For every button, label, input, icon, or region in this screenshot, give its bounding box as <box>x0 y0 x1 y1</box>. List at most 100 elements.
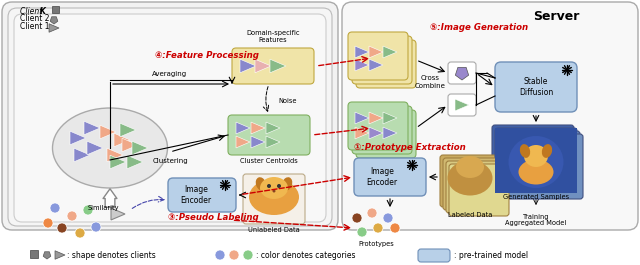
Ellipse shape <box>509 136 563 188</box>
Polygon shape <box>111 208 125 220</box>
Polygon shape <box>455 67 468 80</box>
Polygon shape <box>369 127 383 139</box>
Polygon shape <box>50 17 58 24</box>
Polygon shape <box>107 148 123 162</box>
FancyBboxPatch shape <box>342 2 638 230</box>
Text: Image
Encoder: Image Encoder <box>180 185 212 205</box>
FancyBboxPatch shape <box>2 2 338 230</box>
Polygon shape <box>100 125 116 139</box>
Text: Stable
Diffusion: Stable Diffusion <box>519 77 553 97</box>
Text: Training: Training <box>523 214 549 220</box>
Text: Client: Client <box>20 7 45 16</box>
Circle shape <box>277 184 281 188</box>
Circle shape <box>383 213 393 223</box>
Polygon shape <box>369 112 383 124</box>
Circle shape <box>215 250 225 260</box>
Text: Client 1: Client 1 <box>20 22 49 31</box>
FancyBboxPatch shape <box>492 125 574 190</box>
Ellipse shape <box>520 144 530 158</box>
Text: ④:Feature Processing: ④:Feature Processing <box>155 51 259 60</box>
Polygon shape <box>84 121 100 135</box>
FancyBboxPatch shape <box>498 131 580 196</box>
Polygon shape <box>236 136 250 148</box>
Ellipse shape <box>542 144 552 158</box>
Text: : color denotes categories: : color denotes categories <box>256 250 355 259</box>
Polygon shape <box>110 155 126 169</box>
Ellipse shape <box>447 161 493 196</box>
Polygon shape <box>355 46 369 58</box>
Ellipse shape <box>249 179 299 215</box>
Text: Labeled Data: Labeled Data <box>448 212 492 218</box>
Circle shape <box>91 222 101 232</box>
Circle shape <box>50 203 60 213</box>
FancyBboxPatch shape <box>168 178 236 212</box>
Text: : shape denotes clients: : shape denotes clients <box>67 250 156 259</box>
Polygon shape <box>355 59 369 71</box>
Polygon shape <box>120 123 136 137</box>
Bar <box>30 250 38 258</box>
Text: K: K <box>40 7 46 16</box>
Polygon shape <box>455 99 469 111</box>
Circle shape <box>83 205 93 215</box>
Circle shape <box>57 223 67 233</box>
Polygon shape <box>251 136 265 148</box>
Circle shape <box>390 223 400 233</box>
Text: ⑤:Image Generation: ⑤:Image Generation <box>430 24 528 33</box>
Polygon shape <box>55 251 65 259</box>
FancyBboxPatch shape <box>356 40 416 88</box>
Text: ①:Prototype Extraction: ①:Prototype Extraction <box>354 144 466 152</box>
Circle shape <box>373 223 383 233</box>
FancyBboxPatch shape <box>418 249 450 262</box>
Text: Cross
Combine: Cross Combine <box>415 76 445 89</box>
Circle shape <box>267 184 271 188</box>
Text: Domain-specific: Domain-specific <box>246 30 300 36</box>
Text: Server: Server <box>534 10 580 23</box>
Circle shape <box>357 227 367 237</box>
Polygon shape <box>127 155 143 169</box>
FancyBboxPatch shape <box>449 164 509 216</box>
FancyBboxPatch shape <box>495 128 577 193</box>
Polygon shape <box>266 122 280 134</box>
FancyBboxPatch shape <box>356 110 416 158</box>
Text: Prototypes: Prototypes <box>358 241 394 247</box>
Ellipse shape <box>52 108 168 188</box>
Polygon shape <box>236 122 250 134</box>
Circle shape <box>367 208 377 218</box>
Text: Unlabeled Data: Unlabeled Data <box>248 227 300 233</box>
Ellipse shape <box>456 156 484 178</box>
FancyBboxPatch shape <box>14 14 326 222</box>
Polygon shape <box>49 24 59 32</box>
FancyBboxPatch shape <box>243 174 305 224</box>
Polygon shape <box>87 141 103 155</box>
FancyBboxPatch shape <box>495 62 577 112</box>
Polygon shape <box>43 252 51 259</box>
Text: ③:Pseudo Labeling: ③:Pseudo Labeling <box>168 214 259 223</box>
Text: Image
Encoder: Image Encoder <box>367 167 397 187</box>
Polygon shape <box>255 59 271 73</box>
Polygon shape <box>369 59 383 71</box>
FancyBboxPatch shape <box>232 48 314 84</box>
Polygon shape <box>355 127 369 139</box>
Polygon shape <box>122 138 138 152</box>
Polygon shape <box>251 122 265 134</box>
Polygon shape <box>240 59 256 73</box>
Polygon shape <box>383 46 397 58</box>
Ellipse shape <box>282 177 292 191</box>
Text: Noise: Noise <box>278 98 296 104</box>
Polygon shape <box>74 148 90 162</box>
Polygon shape <box>132 141 148 155</box>
FancyBboxPatch shape <box>352 36 412 84</box>
FancyBboxPatch shape <box>354 158 426 196</box>
Text: : pre-trained model: : pre-trained model <box>454 250 528 259</box>
Polygon shape <box>266 136 280 148</box>
Circle shape <box>67 211 77 221</box>
Ellipse shape <box>256 177 266 191</box>
FancyBboxPatch shape <box>228 115 310 155</box>
Polygon shape <box>369 46 383 58</box>
Ellipse shape <box>524 145 548 167</box>
Polygon shape <box>383 112 397 124</box>
FancyBboxPatch shape <box>446 161 506 213</box>
Polygon shape <box>70 131 86 145</box>
Circle shape <box>229 250 239 260</box>
Text: Features: Features <box>259 37 287 43</box>
